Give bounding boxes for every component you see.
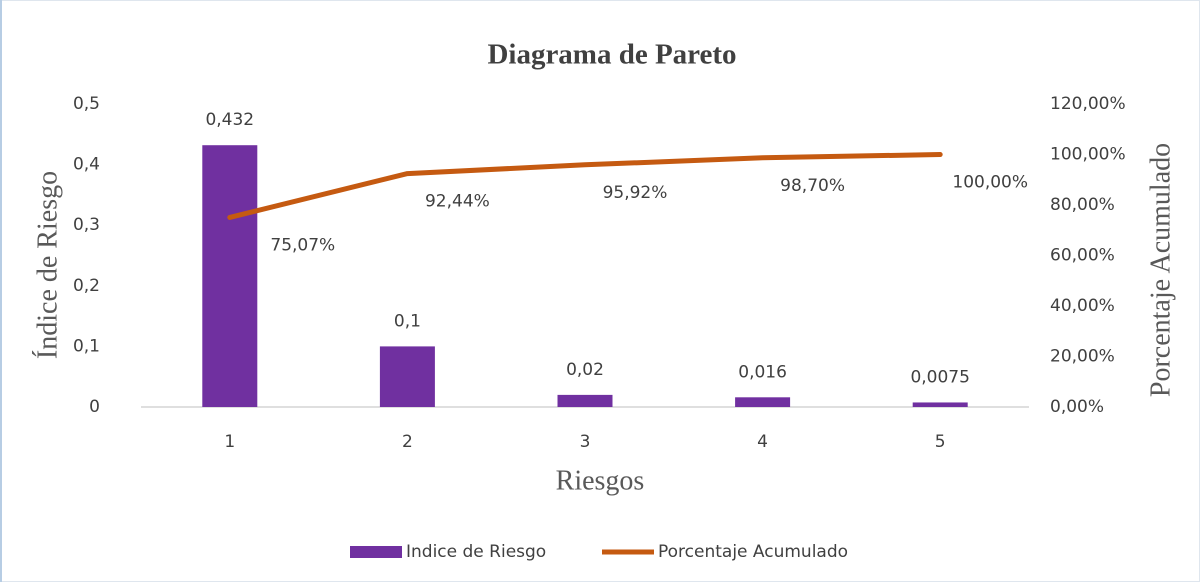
y-tick-label: 0,5	[73, 94, 100, 114]
line-series	[227, 152, 943, 220]
y-tick-label: 0	[89, 397, 100, 417]
y2-tick-label: 0,00%	[1050, 397, 1104, 417]
y-tick-label: 0,4	[73, 155, 100, 175]
bar-value-label: 0,016	[738, 362, 787, 382]
x-tick-label: 3	[580, 432, 591, 452]
y2-tick-label: 120,00%	[1050, 94, 1126, 114]
line-value-label: 92,44%	[425, 192, 490, 212]
legend-label: Porcentaje Acumulado	[658, 542, 848, 562]
legend-label: Indice de Riesgo	[406, 542, 546, 562]
bar-value-label: 0,1	[394, 311, 421, 331]
x-tick-label: 2	[402, 432, 413, 452]
y2-tick-label: 100,00%	[1050, 145, 1126, 165]
x-tick-label: 5	[935, 432, 946, 452]
y-tick-label: 0,3	[73, 215, 100, 235]
y2-tick-label: 60,00%	[1050, 246, 1115, 266]
bar-value-label: 0,02	[566, 360, 604, 380]
y-tick-label: 0,1	[73, 336, 100, 356]
line-value-label: 98,70%	[780, 176, 845, 196]
x-tick-label: 1	[224, 432, 235, 452]
bar-value-label: 0,432	[205, 110, 254, 130]
y-axis-title: Índice de Riesgo	[32, 171, 63, 359]
bar-value-label: 0,0075	[910, 367, 969, 387]
y2-axis-title: Porcentaje Acumulado	[1145, 143, 1176, 397]
bar	[912, 402, 968, 407]
bar	[735, 397, 791, 407]
chart-title: Diagrama de Pareto	[487, 39, 736, 71]
line-value-label: 75,07%	[270, 235, 335, 255]
bar	[202, 145, 258, 407]
bar	[379, 346, 435, 407]
x-tick-label: 4	[757, 432, 768, 452]
y2-tick-label: 40,00%	[1050, 296, 1115, 316]
legend-swatch	[350, 546, 402, 558]
y-tick-label: 0,2	[73, 276, 100, 296]
line-value-label: 100,00%	[952, 173, 1028, 193]
bar	[557, 394, 613, 407]
line-value-label: 95,92%	[603, 183, 668, 203]
x-axis-title: Riesgos	[556, 465, 645, 496]
y2-tick-label: 20,00%	[1050, 347, 1115, 367]
y2-tick-label: 80,00%	[1050, 195, 1115, 215]
